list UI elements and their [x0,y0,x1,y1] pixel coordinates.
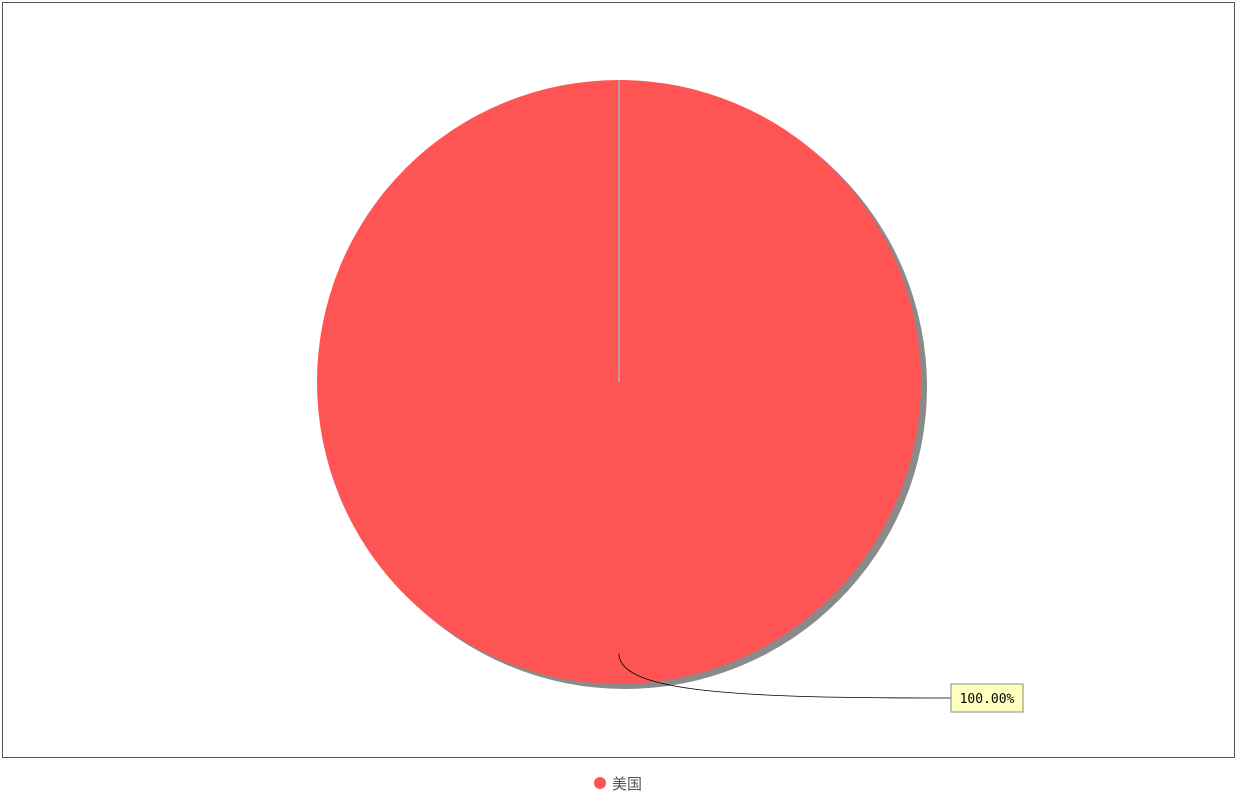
legend-item[interactable]: 美国 [593,773,642,794]
leader-line [618,653,952,699]
data-label-box [950,683,1024,713]
pie-slice-layer [317,80,921,684]
legend-marker-icon [593,777,606,789]
data-label: 100.00% [960,692,1015,707]
legend-label: 美国 [611,774,642,793]
pie-label-layer: 100.00% [618,653,1024,713]
legend: 美国 [0,770,1236,796]
